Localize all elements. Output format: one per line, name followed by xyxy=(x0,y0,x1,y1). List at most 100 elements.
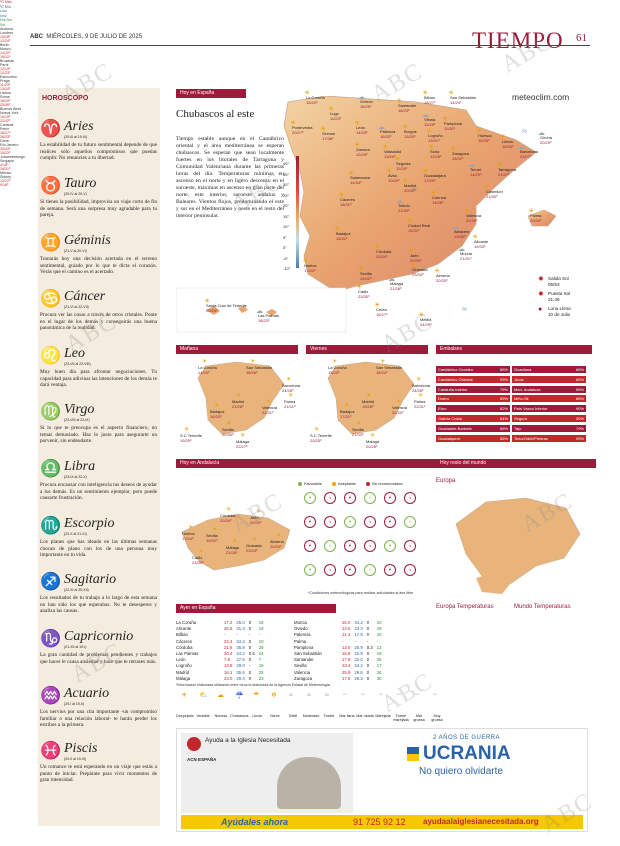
station-value: 0 xyxy=(366,651,370,657)
page-number: 61 xyxy=(576,32,587,44)
city-forecast: San Sebastián 14/24º xyxy=(450,95,476,105)
city-forecast: Santa Cruz de Tenerife 20/23º xyxy=(206,303,247,313)
yesterday-row: Alicante 26.8 31.3 0 18 xyxy=(174,626,266,632)
station-value: 25 xyxy=(258,669,264,675)
station-value: 34.3 xyxy=(236,638,245,644)
station-name: Pamplona xyxy=(294,644,314,650)
city-name: Cuenca xyxy=(432,195,446,200)
city-temp: 19/25º xyxy=(180,437,192,443)
city-temp: 16/30º xyxy=(502,143,514,149)
ad-cta-strip xyxy=(181,815,583,829)
city-name: Zaragoza xyxy=(452,151,469,156)
city-forecast: Jaén 20/33º xyxy=(410,253,421,263)
sun-icon: ☀ xyxy=(204,297,211,305)
activity-icon: • xyxy=(384,540,396,552)
city-temp: 10/29º xyxy=(388,177,400,183)
weather-legend-icon: ⛅ xyxy=(199,691,208,699)
weather-legend-icon: ≈ xyxy=(289,691,293,699)
weather-legend-icon: ~ xyxy=(397,691,401,699)
world-temp: Nueva York xyxy=(0,111,19,115)
city-name: La Coruña xyxy=(198,365,217,370)
cloud-icon: ☁ xyxy=(396,197,403,205)
yesterday-row: Palencia 11.4 17.8 0 10 xyxy=(292,632,384,638)
cloud-icon: ☁ xyxy=(518,143,525,151)
city-name: Albacete xyxy=(454,229,470,234)
city-name: Huelva xyxy=(182,531,195,536)
city-forecast: Guadalajara 17/29º xyxy=(424,173,446,183)
station-value: 0 xyxy=(366,620,370,625)
station-name: Bilbao xyxy=(176,632,188,638)
weather-legend-icon: ☁ xyxy=(217,691,224,699)
sun-value: 10 de Julio xyxy=(548,311,571,317)
station-name: Málaga xyxy=(176,675,191,681)
city-temp: 20/34º xyxy=(220,517,232,523)
city-temp: 14/28º xyxy=(432,199,444,205)
zodiac-capricornio-icon: ♑ xyxy=(40,629,62,648)
city-forecast: Huesca 15/33º xyxy=(478,133,492,143)
city-temp: 17/24º xyxy=(182,535,194,541)
sun-icon: ☀ xyxy=(380,359,386,365)
andalucia-city: Almería 20/33º xyxy=(270,539,284,549)
scale-tick: 40° xyxy=(283,161,290,166)
city-temp: 18/23º xyxy=(398,107,410,113)
weather-legend-label: Fuerte xyxy=(323,714,335,718)
city-name: Barcelona xyxy=(520,149,539,154)
weather-legend-label: Chubascos xyxy=(230,714,249,718)
city-temp: 23/33º xyxy=(412,271,424,277)
city-forecast: Segovia 11/29º xyxy=(396,161,410,171)
station-name: Cáceres xyxy=(176,638,193,644)
ad-banner[interactable]: Ayuda a la Iglesia Necesitada ACN ESPAÑA… xyxy=(176,728,588,832)
ad-subtitle: No quiero olvidarte xyxy=(419,766,503,777)
city-temp: 23/30º xyxy=(192,559,204,565)
weather-legend-icon: ~ xyxy=(379,691,383,699)
sign-text: La estabilidad de tu futuro sentimental … xyxy=(40,142,157,162)
yesterday-row: Bilbao - - - - xyxy=(174,632,266,638)
zodiac-leo-icon: ♌ xyxy=(40,346,62,365)
reservoir-name: Segura xyxy=(514,416,527,421)
sign-text: Tomarás hoy una decisión acertada en el … xyxy=(40,256,157,276)
sun-icon: ☀ xyxy=(450,145,457,153)
sign-text: Procura encauzar con inteligencia tus de… xyxy=(40,482,157,502)
reservoirs-bar: Embalses xyxy=(436,345,592,354)
station-name: Las Palmas xyxy=(176,651,199,657)
city-name: S.C.Tenerife xyxy=(310,433,333,438)
reservoir-percent: 84% xyxy=(499,416,508,421)
sun-icon: ☀ xyxy=(202,359,208,365)
city-forecast: Córdoba 20/34º xyxy=(376,249,391,259)
sign-dates: (20-II al 19-III) xyxy=(64,757,86,761)
world-temp: Sidney xyxy=(0,175,11,179)
station-value: - xyxy=(248,632,251,638)
sun-icon: ☀ xyxy=(198,549,204,555)
city-name: Badajoz xyxy=(336,231,351,236)
world-temp: 4/16º xyxy=(0,163,9,167)
city-name: Málaga xyxy=(226,545,240,550)
reservoir-percent: 66% xyxy=(575,376,584,382)
weather-legend-icon: ~ xyxy=(361,691,365,699)
city-name: Santa Cruz de Tenerife xyxy=(206,303,247,308)
sun-icon: ☀ xyxy=(428,143,435,151)
reservoir-row: Miño-Sil 88% xyxy=(512,395,586,403)
station-value: 22.9 xyxy=(354,651,363,657)
sunset-icon: ✹ xyxy=(538,290,544,298)
world-temp: Pekín xyxy=(0,127,10,131)
city-temp: 17/29º xyxy=(424,177,436,183)
station-value: 23 xyxy=(258,675,264,681)
station-value: - xyxy=(354,638,356,644)
city-name: Madrid xyxy=(404,183,417,188)
manana-city: Palma 21/31º xyxy=(284,399,295,409)
city-temp: 14/20º xyxy=(198,369,210,375)
station-value: 35.6 xyxy=(236,669,245,675)
andalucia-city: Sevilla 19/32º xyxy=(206,533,218,543)
station-value: 0 xyxy=(366,657,370,663)
reservoir-row: Tinto/Odiel/Piedras 95% xyxy=(512,434,586,442)
spain-today-bar: Hoy en España xyxy=(176,89,246,98)
legend-label: No recomendado xyxy=(372,481,403,486)
reservoir-percent: 89% xyxy=(499,396,508,402)
city-temp: 20/25º xyxy=(310,437,322,443)
sun-icon: ☀ xyxy=(354,119,361,127)
ukraine-flag-icon xyxy=(407,747,419,761)
world-temp: 15/23º xyxy=(0,151,11,155)
station-value: 13.5 xyxy=(342,626,351,632)
cloud-icon: ☁ xyxy=(468,161,475,169)
city-name: Santander xyxy=(398,103,417,108)
